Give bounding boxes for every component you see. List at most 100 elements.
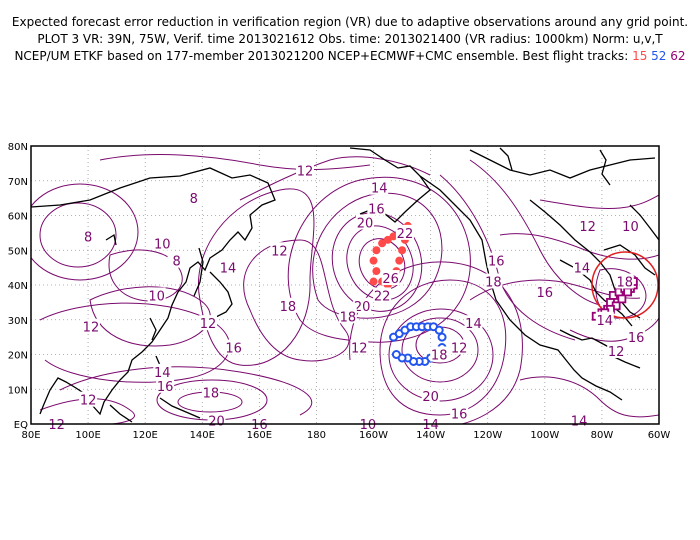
map-frame: [30, 145, 660, 425]
contour-label: 12: [451, 342, 468, 357]
coastlines: [31, 147, 659, 423]
lat-tick-label: 30N: [8, 316, 28, 327]
contour-label-bg: [355, 214, 374, 230]
track-id-15: 15: [632, 49, 648, 63]
contour-label: 14: [596, 314, 613, 329]
header-line-3: NCEP/UM ETKF based on 177-member 2013021…: [0, 49, 700, 64]
verification-region-circle: [591, 251, 659, 319]
contour-label: 14: [422, 418, 439, 433]
contour-label: 8: [190, 192, 198, 207]
lon-tick-label: 120W: [473, 430, 502, 441]
header-line-3-text: NCEP/UM ETKF based on 177-member 2013021…: [14, 49, 629, 63]
lat-tick-label: 80N: [8, 142, 28, 153]
contour-label-bg: [370, 179, 389, 195]
lon-tick-label: 80E: [21, 430, 40, 441]
contour-label-bg: [395, 224, 414, 240]
contour-label: 12: [271, 244, 288, 259]
contour-label-bg: [487, 252, 506, 268]
contour-label: 14: [465, 317, 482, 332]
contour-label: 22: [374, 289, 391, 304]
lon-tick-label: 120E: [132, 430, 157, 441]
lon-tick-label: 60W: [648, 430, 671, 441]
track-15-point: [383, 235, 392, 244]
contour-label: 14: [220, 262, 237, 277]
contour-label: 22: [397, 227, 414, 242]
lat-tick-label: 70N: [8, 177, 28, 188]
track-62-point: [617, 294, 627, 304]
lon-tick-label: 100E: [75, 430, 100, 441]
contour-label-bg: [270, 242, 289, 258]
contour-label: 12: [48, 418, 65, 433]
contour-label: 16: [537, 286, 554, 301]
contour-label: 12: [351, 342, 368, 357]
contour-label: 16: [628, 331, 645, 346]
lon-tick-label: 80W: [591, 430, 614, 441]
lat-tick-label: 40N: [8, 281, 28, 292]
lat-tick-label: 10N: [8, 385, 28, 396]
contour-label-bg: [353, 297, 372, 313]
contour-label-bg: [621, 217, 640, 233]
contour-label-bg: [153, 363, 172, 379]
contour-label: 12: [608, 345, 625, 360]
contour-label: 18: [485, 276, 502, 291]
contour-label-bg: [198, 315, 217, 331]
longitude-axis: 80E 100E 120E 140E 160E 180 160W 140W 120W 100W 80…: [21, 430, 670, 441]
contour-label-bg: [607, 343, 626, 359]
contour-label: 16: [488, 255, 505, 270]
track-52-point: [434, 325, 444, 335]
contour-label-bg: [79, 228, 98, 244]
lat-tick-label: EQ: [14, 420, 28, 431]
contour-label-bg: [615, 273, 634, 289]
contour-label-bg: [156, 377, 175, 393]
contour-label-bg: [81, 318, 100, 334]
contour-label-bg: [147, 287, 166, 303]
error-reduction-contours: [31, 154, 659, 424]
contour-label: 14: [371, 182, 388, 197]
contour-label: 16: [157, 380, 174, 395]
track-52-point: [437, 332, 447, 342]
contour-label: 18: [616, 276, 633, 291]
contour-label-bg: [224, 339, 243, 355]
contour-label-bg: [218, 259, 237, 275]
contour-label: 18: [340, 310, 357, 325]
contour-label: 14: [571, 415, 588, 430]
lon-tick-label: 160W: [359, 430, 388, 441]
track-15-point: [369, 256, 378, 265]
contour-label: 12: [297, 164, 314, 179]
track-id-62: 62: [670, 49, 686, 63]
contour-label-bg: [184, 190, 203, 206]
lat-tick-label: 50N: [8, 246, 28, 257]
contour-label: 14: [574, 262, 591, 277]
track-15-point: [372, 246, 381, 255]
lon-tick-label: 160E: [247, 430, 272, 441]
contour-label-bg: [278, 297, 297, 313]
lat-tick-label: 60N: [8, 212, 28, 223]
contour-label: 16: [225, 342, 242, 357]
contour-label-bg: [430, 346, 449, 362]
contour-label: 18: [203, 387, 220, 402]
lon-tick-label: 180: [307, 430, 326, 441]
contour-label-bg: [484, 273, 503, 289]
contour-label: 12: [579, 220, 596, 235]
track-15-point: [378, 239, 387, 248]
contour-label-bg: [421, 388, 440, 404]
contour-label-bg: [535, 283, 554, 299]
contour-label: 12: [80, 394, 97, 409]
contour-label-bg: [296, 162, 315, 178]
contour-label-bg: [450, 405, 469, 421]
contour-label: 8: [84, 230, 92, 245]
contour-label: 16: [451, 408, 468, 423]
contour-label: 10: [360, 418, 377, 433]
contour-label: 10: [622, 220, 639, 235]
lat-tick-label: 20N: [8, 351, 28, 362]
contour-label-bg: [450, 339, 469, 355]
contour-label-bg: [338, 308, 357, 324]
contour-label-bg: [578, 217, 597, 233]
contour-label-bg: [464, 315, 483, 331]
contour-label-bg: [153, 235, 172, 251]
track-15-point: [372, 267, 381, 276]
contour-label-bg: [367, 200, 386, 216]
contour-label: 10: [148, 289, 165, 304]
